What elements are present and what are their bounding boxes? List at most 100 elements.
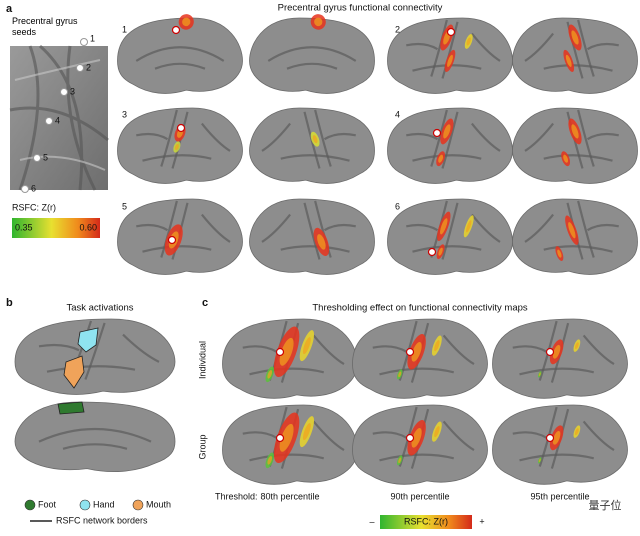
- panel-letter: a: [6, 3, 13, 15]
- sulcus: [538, 406, 558, 467]
- seed-marker: [176, 123, 186, 133]
- panel-title: Precentral gyrus functional connectivity: [278, 3, 443, 14]
- sulcus: [323, 223, 356, 232]
- sulcus: [314, 109, 332, 167]
- activation-core: [575, 342, 579, 350]
- cortex: [14, 401, 176, 472]
- activation-core: [563, 154, 569, 163]
- activation-core: [302, 337, 311, 355]
- sulcus: [471, 32, 501, 62]
- row-label: Individual: [197, 341, 207, 379]
- seed-marker: [427, 247, 437, 257]
- sulcus: [135, 46, 225, 62]
- activation-core: [398, 371, 402, 378]
- sulcus: [471, 213, 501, 243]
- sulcus: [471, 122, 501, 152]
- activation-core: [279, 337, 294, 366]
- sulcus: [136, 132, 169, 141]
- map-label: 1: [122, 24, 127, 34]
- brain-surface: [222, 318, 358, 399]
- brain-surface: [14, 401, 176, 472]
- sulcus: [524, 122, 554, 152]
- sulcus: [582, 334, 615, 366]
- legend-label: Mouth: [146, 499, 171, 509]
- sulcus: [379, 367, 455, 376]
- sulcus: [441, 202, 459, 260]
- sulcus: [442, 420, 475, 452]
- seed-point: [80, 38, 88, 46]
- brain-surface: [352, 318, 488, 399]
- sulcus: [519, 453, 595, 462]
- sulcus: [261, 122, 291, 152]
- map-label: 6: [395, 201, 400, 211]
- sulcus: [201, 213, 231, 243]
- seed-marker: [545, 433, 555, 443]
- panel-title: Task activations: [66, 303, 133, 314]
- cortex: [492, 318, 628, 399]
- cortex: [387, 198, 513, 275]
- seed-point: [33, 154, 41, 162]
- seed-label: 1: [90, 33, 95, 43]
- sulcus: [201, 122, 231, 152]
- activation-core: [440, 218, 448, 235]
- cortex: [387, 107, 513, 184]
- activation-core: [267, 456, 273, 465]
- brain-surface: [222, 404, 358, 485]
- map-label: 5: [122, 201, 127, 211]
- map-label: 3: [122, 109, 127, 119]
- cortex: [249, 107, 375, 184]
- threshold-label: Threshold:: [215, 491, 258, 501]
- seed-label: 3: [70, 86, 75, 96]
- colorbar-plus: +: [479, 516, 484, 526]
- sulcus: [154, 62, 206, 70]
- brain-surface: [14, 318, 176, 395]
- activation-core: [538, 458, 541, 463]
- activation-core: [438, 247, 443, 256]
- activation-core: [557, 249, 562, 258]
- legend-swatch: [79, 499, 91, 511]
- seed-marker: [405, 433, 415, 443]
- sulcus: [406, 223, 439, 232]
- panel-letter: c: [202, 297, 208, 309]
- sulcus: [312, 420, 345, 452]
- sulcus: [543, 245, 613, 253]
- sulcus: [379, 453, 455, 462]
- activation-core: [411, 342, 422, 362]
- colorbar-minus: –: [369, 516, 374, 526]
- panel-letter: b: [6, 297, 13, 309]
- seed-marker: [167, 235, 177, 245]
- cortex: [249, 198, 375, 275]
- activation-core: [565, 54, 572, 67]
- activation-core: [447, 54, 453, 67]
- activation-core: [434, 426, 440, 438]
- seed-label: 6: [31, 183, 36, 193]
- sulcus: [312, 334, 345, 366]
- brain-surface: [249, 107, 375, 184]
- brain-surface: [387, 198, 513, 275]
- sulcus: [122, 333, 160, 363]
- colorbar-max: 0.60: [79, 222, 97, 232]
- brain-surface: [117, 107, 243, 184]
- activation-core: [182, 17, 191, 27]
- cortex: [512, 17, 638, 94]
- activation-core: [267, 370, 273, 379]
- activation-core: [571, 124, 579, 139]
- threshold-value: 80th percentile: [260, 491, 319, 501]
- seeds-title-box: Precentral gyrus seeds: [12, 16, 78, 37]
- sulcus: [160, 200, 178, 258]
- sulcus: [412, 245, 482, 253]
- sulcus: [261, 213, 291, 243]
- sulcus: [303, 202, 321, 260]
- brain-surface: [492, 404, 628, 485]
- activation-core: [279, 423, 294, 452]
- activation-core: [538, 372, 541, 377]
- sulcus: [524, 213, 554, 243]
- legend-swatch: [24, 499, 36, 511]
- cortex: [14, 318, 176, 395]
- colorbar: [380, 515, 472, 529]
- brain-surface: [387, 107, 513, 184]
- sulcus: [38, 343, 80, 352]
- seed-marker: [275, 433, 285, 443]
- activation-core: [314, 17, 323, 27]
- hand-area: [77, 327, 99, 353]
